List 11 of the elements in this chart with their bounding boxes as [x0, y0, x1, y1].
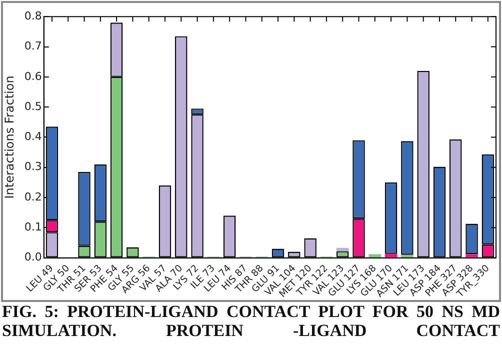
y-tick-label: 0.7: [24, 40, 42, 53]
y-tick-label: 0.5: [24, 100, 42, 113]
y-axis-title: Interactions Fraction: [2, 76, 16, 199]
y-tick-label: 0.6: [24, 70, 42, 83]
y-tick-label: 0.4: [24, 130, 42, 144]
y-tick-label: 0.8: [24, 9, 42, 22]
y-tick-label: 0.0: [24, 250, 42, 264]
y-tick-label: 0.1: [24, 220, 42, 234]
y-tick-label: 0.2: [24, 190, 42, 204]
caption: FIG. 5: PROTEIN-LIGAND CONTACT PLOT FOR 50 NS MD SIMULATION. PROTEIN -LIGAND CONTACT: [2, 302, 500, 340]
y-tick-label: 0.3: [24, 160, 42, 174]
